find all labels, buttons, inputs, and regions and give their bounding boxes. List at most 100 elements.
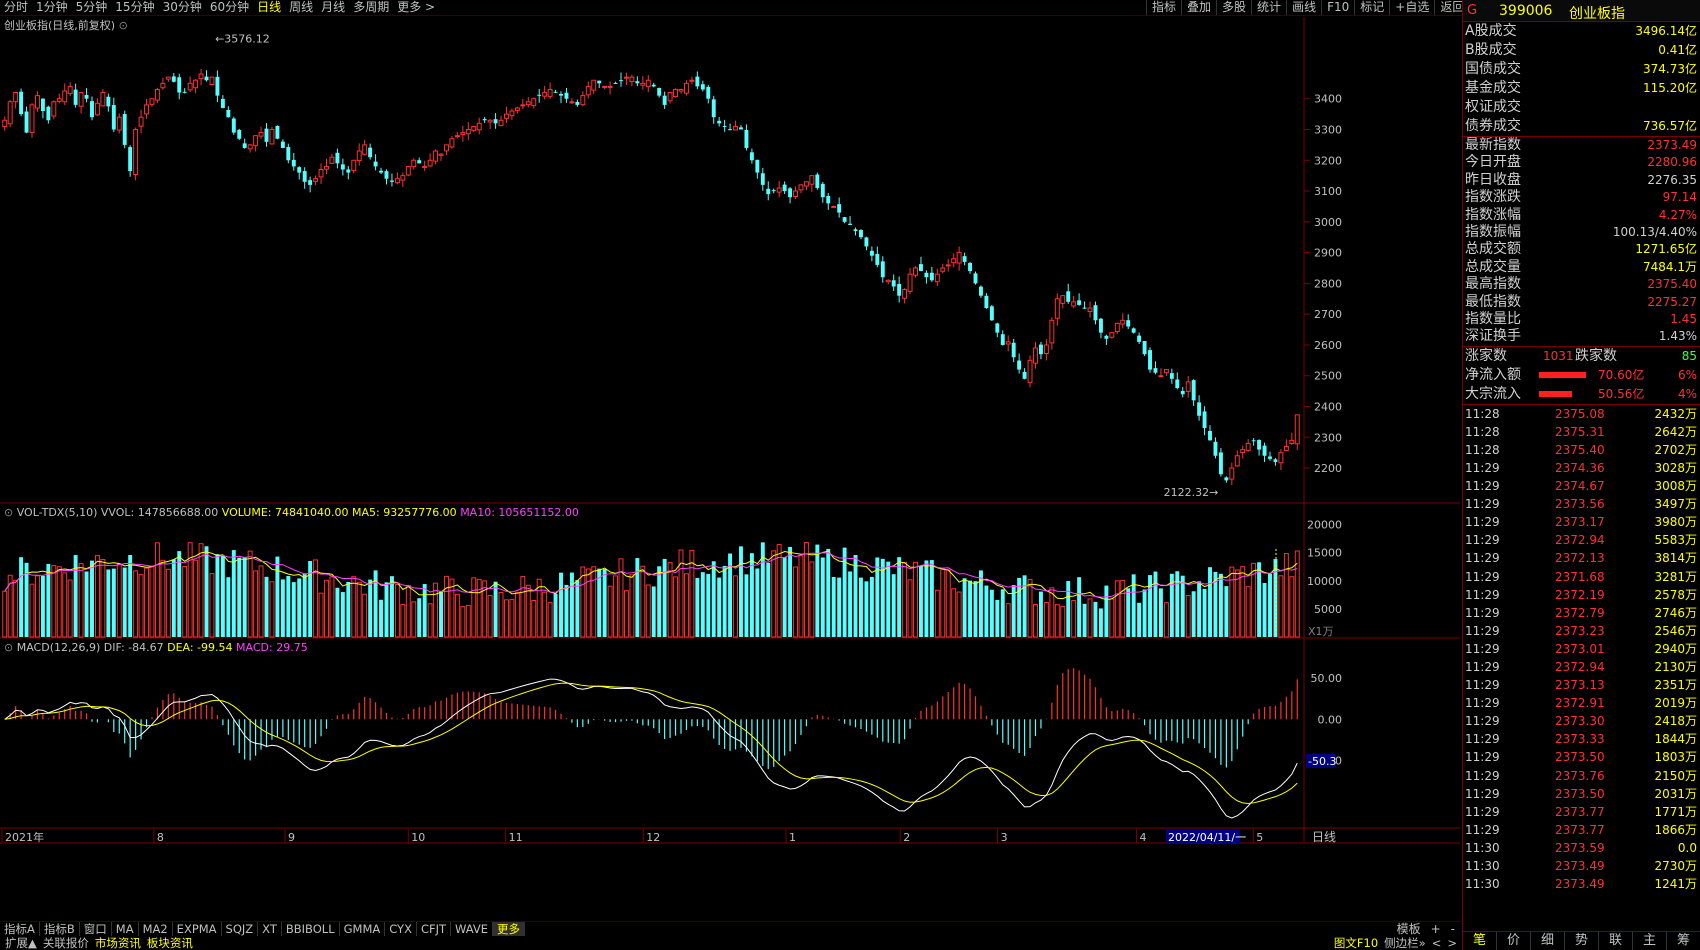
tick-row[interactable]: 11:28 2375.40 2702万 xyxy=(1463,441,1700,459)
tick-row[interactable]: 11:29 2372.94 2130万 xyxy=(1463,658,1700,676)
toolbar-button[interactable]: 统计 xyxy=(1251,0,1286,15)
tick-row[interactable]: 11:29 2373.77 1771万 xyxy=(1463,803,1700,821)
tick-row[interactable]: 11:29 2371.68 3281万 xyxy=(1463,568,1700,586)
period-tab[interactable]: 15分钟 xyxy=(115,0,155,14)
market-value: 0.41亿 xyxy=(1658,43,1697,57)
indicator-button[interactable]: WAVE xyxy=(451,922,494,936)
quote-tab[interactable]: 势 xyxy=(1565,932,1599,950)
tick-row[interactable]: 11:29 2372.94 5583万 xyxy=(1463,531,1700,549)
quote-tab[interactable]: 价 xyxy=(1497,932,1531,950)
chart-canvas[interactable]: 3400330032003100300029002800270026002500… xyxy=(0,17,1460,922)
indicator-bar-button[interactable]: 模板 xyxy=(1396,922,1421,936)
status-button[interactable]: > xyxy=(1447,936,1457,950)
period-tab[interactable]: 周线 xyxy=(289,0,314,14)
indicator-button[interactable]: CFJT xyxy=(417,922,452,936)
indicator-button[interactable]: 指标B xyxy=(40,922,80,936)
toolbar-button[interactable]: 叠加 xyxy=(1181,0,1216,15)
indicator-button[interactable]: GMMA xyxy=(340,922,386,936)
tick-row[interactable]: 11:29 2372.91 2019万 xyxy=(1463,694,1700,712)
indicator-button[interactable]: MA2 xyxy=(139,922,173,936)
market-label: A股成交 xyxy=(1465,23,1517,39)
indicator-button[interactable]: 更多 xyxy=(493,922,526,936)
indicator-button[interactable]: XT xyxy=(258,922,282,936)
chart-area[interactable]: 3400 3300 3200 3100 3000 2900 2800 2700 2600 2500… xyxy=(0,17,1460,922)
tick-row[interactable]: 11:29 2373.76 2150万 xyxy=(1463,767,1700,785)
quote-tab[interactable]: 细 xyxy=(1531,932,1565,950)
indicator-button[interactable]: EXPMA xyxy=(173,922,222,936)
candle-body xyxy=(815,174,820,188)
tick-row[interactable]: 11:29 2372.79 2746万 xyxy=(1463,604,1700,622)
macd-expand-icon[interactable]: ⊙ xyxy=(4,641,17,654)
chevron-down-icon[interactable]: ⊙ xyxy=(118,19,128,32)
tick-row[interactable]: 11:28 2375.31 2642万 xyxy=(1463,423,1700,441)
toolbar-button[interactable]: 多股 xyxy=(1216,0,1251,15)
toolbar-button[interactable]: 指标 xyxy=(1146,0,1181,15)
period-indicator[interactable]: 日线 xyxy=(1312,830,1336,844)
status-link[interactable]: 扩展▲ xyxy=(5,936,37,950)
indicator-button[interactable]: CYX xyxy=(385,922,417,936)
period-tab[interactable]: 月线 xyxy=(321,0,346,14)
quote-tab[interactable]: 筹 xyxy=(1667,932,1700,950)
candle-body xyxy=(422,165,428,168)
indicator-button[interactable]: 窗口 xyxy=(80,922,112,936)
tick-row[interactable]: 11:29 2373.13 2351万 xyxy=(1463,676,1700,694)
quote-tab[interactable]: 笔 xyxy=(1463,932,1497,950)
tick-row[interactable]: 11:30 2373.49 2730万 xyxy=(1463,857,1700,875)
tick-row[interactable]: 11:29 2373.50 2031万 xyxy=(1463,785,1700,803)
market-label: B股成交 xyxy=(1465,42,1517,58)
candle-body xyxy=(346,169,351,173)
candle-body xyxy=(869,250,874,256)
tick-row[interactable]: 11:29 2372.13 3814万 xyxy=(1463,549,1700,567)
toolbar-button[interactable]: 返回 xyxy=(1434,0,1469,15)
period-tab[interactable]: 日线 xyxy=(257,0,282,14)
volume-bar xyxy=(1224,586,1229,637)
period-tab[interactable]: 5分钟 xyxy=(75,0,108,14)
status-button[interactable]: < xyxy=(1431,936,1442,950)
quote-tab[interactable]: 主 xyxy=(1633,932,1667,950)
toolbar-button[interactable]: +自选 xyxy=(1389,0,1434,15)
status-link[interactable]: 板块资讯 xyxy=(146,936,193,950)
tick-row[interactable]: 11:28 2375.08 2432万 xyxy=(1463,405,1700,423)
tick-row[interactable]: 11:30 2373.59 0.0 xyxy=(1463,839,1700,857)
tick-row[interactable]: 11:29 2373.23 2546万 xyxy=(1463,622,1700,640)
tick-row[interactable]: 11:29 2374.36 3028万 xyxy=(1463,459,1700,477)
candle-body xyxy=(809,175,815,185)
period-tab[interactable]: 多周期 xyxy=(353,0,390,14)
volume-indicator-name[interactable]: VOL-TDX(5,10) xyxy=(16,506,98,519)
macd-indicator-name[interactable]: MACD(12,26,9) xyxy=(16,641,101,654)
indicator-button[interactable]: BBIBOLL xyxy=(282,922,340,936)
indicator-bar-button[interactable]: + xyxy=(1430,922,1441,936)
indicator-bar-button[interactable]: - xyxy=(1450,922,1455,936)
tick-row[interactable]: 11:29 2372.19 2578万 xyxy=(1463,586,1700,604)
status-button[interactable]: 图文F10 xyxy=(1333,936,1379,950)
indicator-button[interactable]: SQJZ xyxy=(222,922,259,936)
quote-tab[interactable]: 联 xyxy=(1599,932,1633,950)
tick-row[interactable]: 11:29 2374.67 3008万 xyxy=(1463,477,1700,495)
volume-expand-icon[interactable]: ⊙ xyxy=(4,506,17,519)
period-tab[interactable]: 分时 xyxy=(4,0,29,14)
tick-row[interactable]: 11:29 2373.77 1866万 xyxy=(1463,821,1700,839)
tick-row[interactable]: 11:29 2373.50 1803万 xyxy=(1463,748,1700,766)
candle-body xyxy=(553,91,558,93)
candle-body xyxy=(493,119,498,124)
tick-row[interactable]: 11:29 2373.17 3980万 xyxy=(1463,513,1700,531)
period-tab[interactable]: 1分钟 xyxy=(36,0,68,14)
indicator-button[interactable]: MA xyxy=(112,922,139,936)
indicator-button[interactable]: 指标A xyxy=(0,922,40,936)
tick-row[interactable]: 11:29 2373.56 3497万 xyxy=(1463,495,1700,513)
period-tab[interactable]: 更多 > xyxy=(397,0,436,14)
toolbar-button[interactable]: F10 xyxy=(1321,0,1354,15)
tick-row[interactable]: 11:29 2373.30 2418万 xyxy=(1463,712,1700,730)
period-tab[interactable]: 30分钟 xyxy=(162,0,202,14)
status-button[interactable]: 侧边栏» xyxy=(1384,936,1426,950)
tick-row[interactable]: 11:30 2373.49 1241万 xyxy=(1463,875,1700,893)
tick-row[interactable]: 11:29 2373.33 1844万 xyxy=(1463,730,1700,748)
tick-list[interactable]: 11:28 2375.08 2432万 11:28 2375.31 2642万 11:28 2… xyxy=(1463,405,1700,894)
period-tab[interactable]: 60分钟 xyxy=(209,0,250,14)
tick-row[interactable]: 11:29 2373.01 2940万 xyxy=(1463,640,1700,658)
toolbar-button[interactable]: 画线 xyxy=(1286,0,1321,15)
status-link[interactable]: 市场资讯 xyxy=(94,936,141,950)
status-link[interactable]: 关联报价 xyxy=(42,936,89,950)
volume-bar xyxy=(848,571,853,637)
toolbar-button[interactable]: 标记 xyxy=(1354,0,1389,15)
